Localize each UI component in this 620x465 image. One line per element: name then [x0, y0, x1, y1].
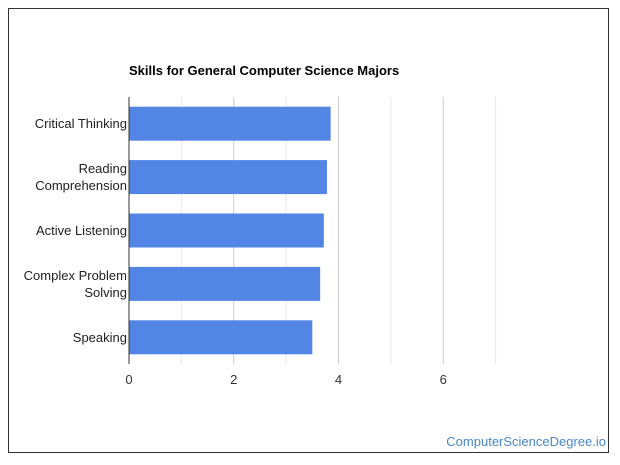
x-tick-label: 6	[440, 372, 447, 387]
bar	[129, 320, 313, 355]
source-credit-link[interactable]: ComputerScienceDegree.io	[446, 434, 606, 449]
category-label: Active Listening	[36, 223, 127, 238]
bar	[129, 106, 331, 141]
category-label: Complex Problem Solving	[24, 268, 127, 300]
category-label: Speaking	[73, 330, 127, 345]
category-label: Reading Comprehension	[35, 161, 127, 193]
category-label: Critical Thinking	[35, 116, 127, 131]
bar	[129, 213, 324, 248]
x-tick-label: 0	[125, 372, 132, 387]
x-tick-label: 2	[230, 372, 237, 387]
x-tick-label: 4	[335, 372, 342, 387]
bar	[129, 266, 321, 301]
chart-title: Skills for General Computer Science Majo…	[129, 63, 400, 78]
bar	[129, 160, 327, 195]
